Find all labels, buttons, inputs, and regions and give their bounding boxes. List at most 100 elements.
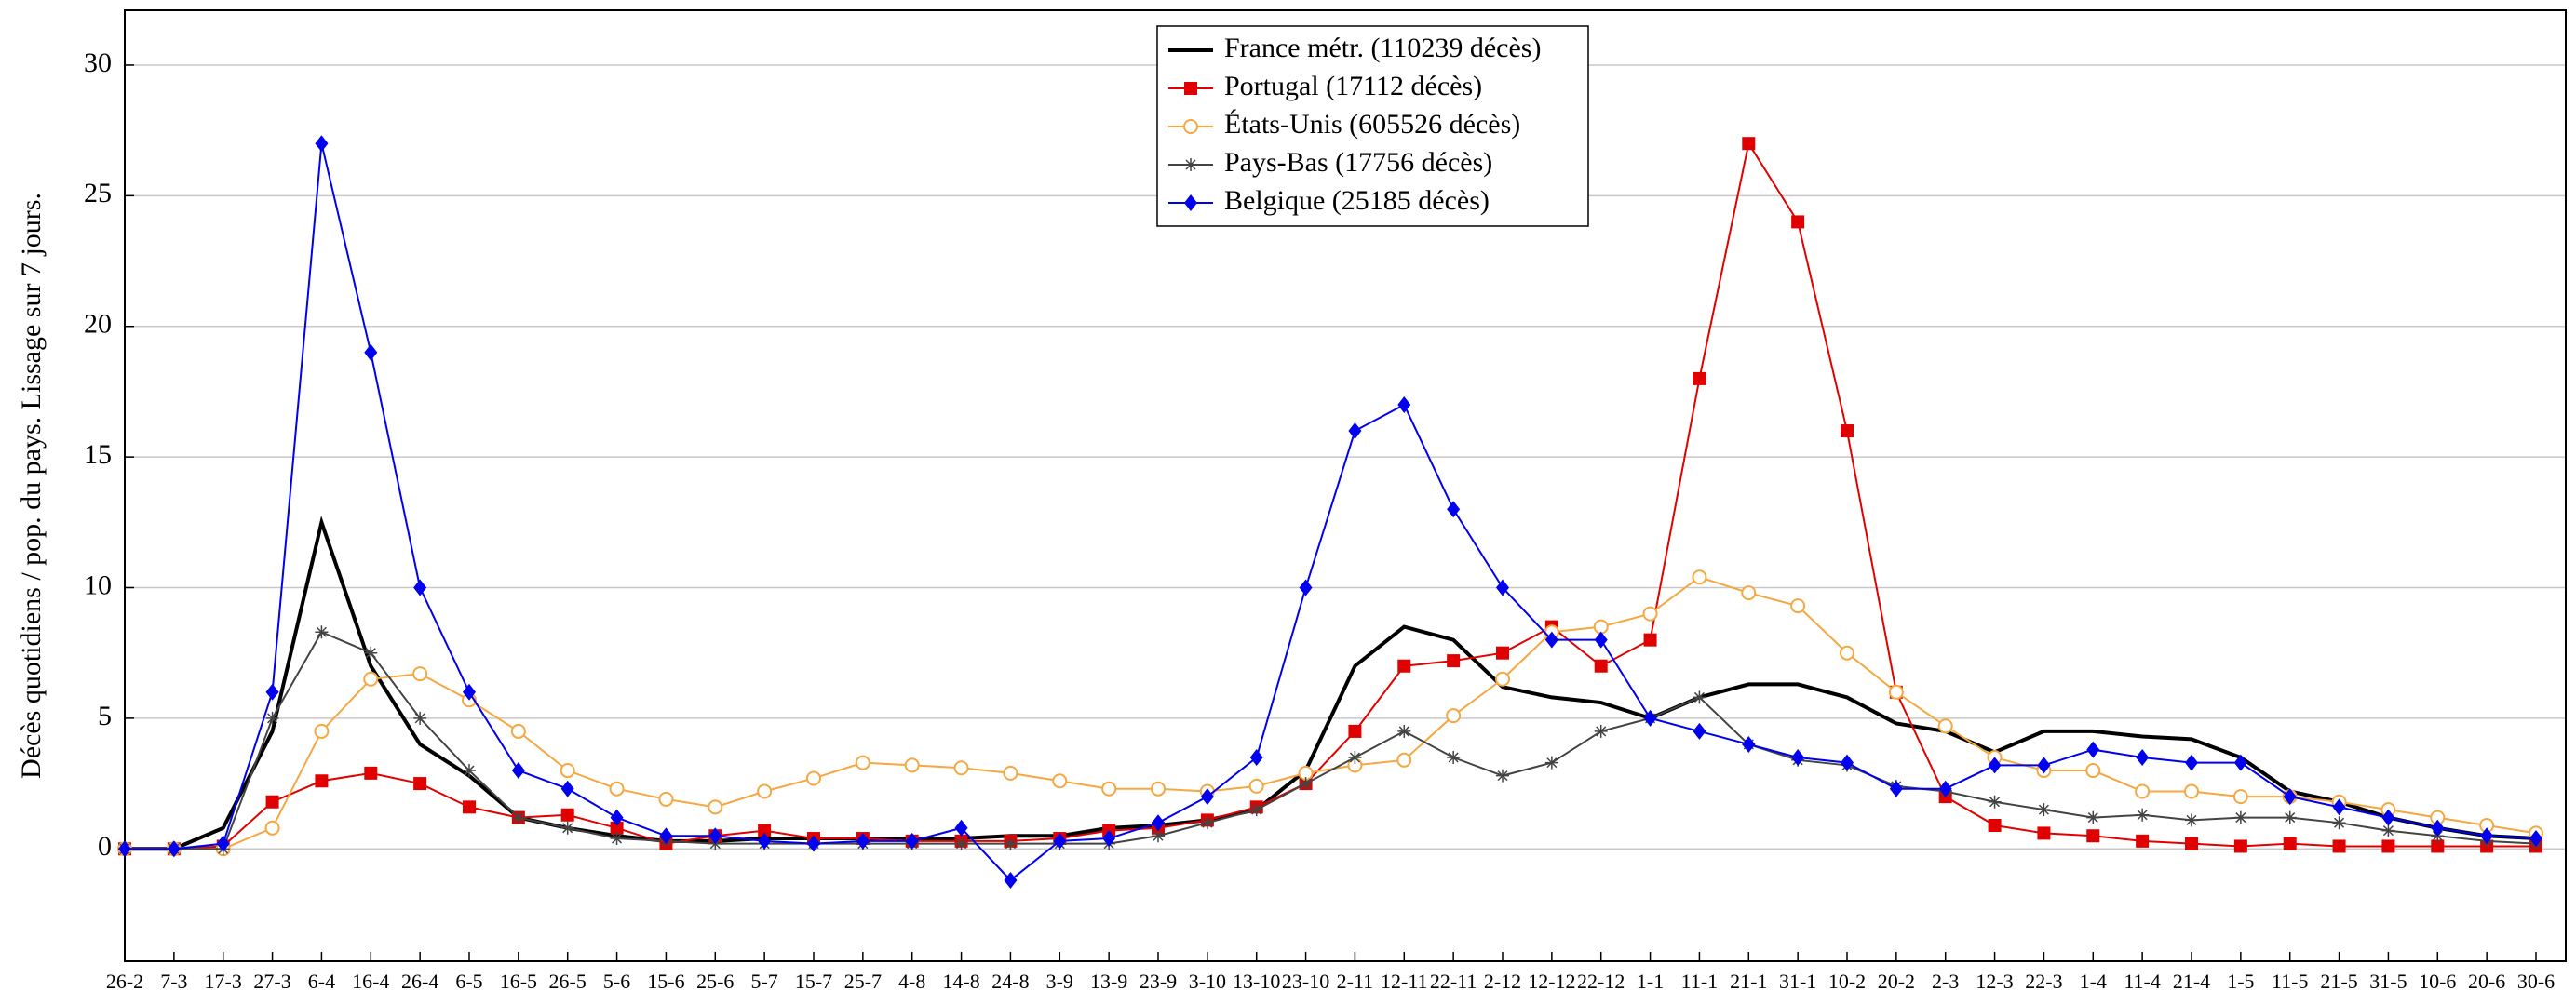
- marker: [511, 762, 525, 780]
- marker: [1791, 749, 1805, 766]
- x-tick-label: 31-1: [1779, 970, 1816, 991]
- marker: [1397, 659, 1411, 673]
- marker: [1889, 780, 1903, 797]
- y-tick-label: 20: [84, 309, 112, 340]
- marker: [856, 832, 870, 850]
- x-tick-label: 11-1: [1681, 970, 1719, 991]
- marker: [413, 711, 427, 725]
- x-tick-label: 21-1: [1730, 970, 1767, 991]
- marker: [2136, 749, 2150, 766]
- marker: [364, 343, 378, 361]
- x-tick-label: 16-5: [500, 970, 537, 991]
- x-tick-label: 2-12: [1484, 970, 1521, 991]
- marker: [1004, 871, 1018, 889]
- marker: [609, 781, 625, 797]
- legend-label: États-Unis (605526 décès): [1224, 109, 1520, 140]
- x-tick-label: 2-11: [1337, 970, 1374, 991]
- marker: [1594, 631, 1608, 649]
- marker: [1937, 718, 1953, 734]
- marker: [1299, 777, 1313, 791]
- marker: [118, 840, 131, 858]
- x-tick-label: 10-6: [2419, 970, 2456, 991]
- legend-label: Portugal (17112 décès): [1224, 71, 1482, 101]
- marker: [610, 832, 624, 846]
- x-tick-label: 21-5: [2320, 970, 2357, 991]
- x-tick-label: 11-5: [2272, 970, 2309, 991]
- series-line: [125, 576, 2537, 850]
- marker: [511, 810, 525, 824]
- marker: [1741, 585, 1757, 601]
- marker: [315, 774, 329, 788]
- marker: [1496, 579, 1509, 596]
- marker: [2332, 816, 2346, 830]
- marker: [1841, 424, 1854, 438]
- marker: [1888, 684, 1904, 700]
- x-tick-label: 1-5: [2227, 970, 2254, 991]
- legend-label: France métr. (110239 décès): [1224, 33, 1541, 63]
- marker: [2381, 809, 2395, 826]
- legend-box: [1156, 25, 1589, 227]
- marker: [364, 766, 378, 780]
- marker: [314, 723, 330, 739]
- x-tick-label: 26-5: [549, 970, 587, 991]
- marker: [2085, 763, 2101, 779]
- marker: [463, 764, 476, 778]
- y-tick-label: 0: [98, 831, 112, 862]
- marker: [1249, 803, 1263, 817]
- y-axis-label: Décès quotidiens / pop. du pays. Lissage…: [16, 193, 47, 779]
- marker: [953, 760, 969, 776]
- y-tick-label: 30: [84, 47, 112, 78]
- marker: [1052, 773, 1068, 789]
- legend-label: Pays-Bas (17756 décès): [1224, 147, 1492, 178]
- marker: [1053, 832, 1067, 850]
- y-tick-label: 10: [84, 569, 112, 600]
- x-tick-label: 6-5: [455, 970, 482, 991]
- marker: [2431, 819, 2445, 837]
- marker: [1101, 781, 1117, 797]
- marker: [463, 683, 476, 701]
- marker: [1299, 579, 1313, 596]
- marker: [1742, 735, 1756, 753]
- marker: [1152, 814, 1165, 832]
- marker: [2185, 837, 2198, 850]
- marker: [2381, 839, 2395, 853]
- marker: [1152, 829, 1165, 843]
- marker: [1248, 778, 1264, 794]
- marker: [1938, 780, 1952, 797]
- marker: [364, 646, 378, 660]
- x-tick-label: 12-11: [1381, 970, 1428, 991]
- x-tick-label: 6-4: [308, 970, 335, 991]
- marker: [1988, 757, 2002, 774]
- y-tick-label: 25: [84, 178, 112, 208]
- marker: [2135, 783, 2151, 799]
- x-tick-label: 17-3: [205, 970, 242, 991]
- x-tick-label: 4-8: [898, 970, 925, 991]
- marker: [1594, 724, 1608, 738]
- x-tick-label: 24-8: [991, 970, 1029, 991]
- marker: [265, 711, 279, 725]
- marker: [1841, 754, 1854, 771]
- marker: [560, 808, 574, 822]
- marker: [1184, 194, 1197, 211]
- x-tick-label: 3-9: [1046, 970, 1073, 991]
- x-tick-label: 15-7: [795, 970, 832, 991]
- marker: [1693, 371, 1706, 385]
- marker: [1249, 749, 1263, 766]
- marker: [412, 666, 428, 682]
- marker: [1102, 830, 1116, 848]
- marker: [1003, 765, 1018, 781]
- x-tick-label: 12-3: [1976, 970, 2013, 991]
- marker: [708, 799, 723, 815]
- marker: [2037, 803, 2051, 817]
- marker: [463, 800, 476, 814]
- marker: [1397, 395, 1411, 413]
- marker: [1447, 501, 1461, 518]
- marker: [2185, 754, 2198, 771]
- marker: [904, 757, 920, 773]
- marker: [954, 837, 968, 850]
- marker: [2480, 827, 2494, 845]
- marker: [1643, 633, 1657, 647]
- marker: [807, 835, 820, 852]
